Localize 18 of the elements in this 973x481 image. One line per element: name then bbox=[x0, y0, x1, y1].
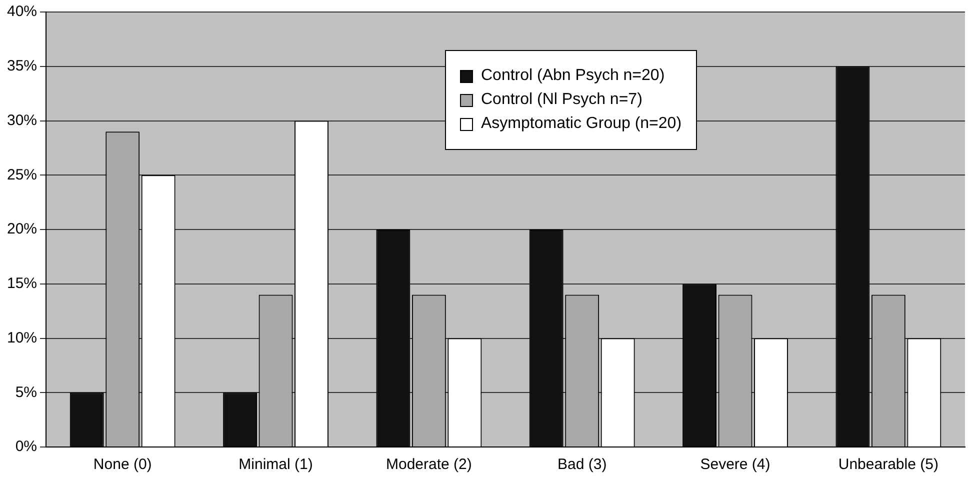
legend-label: Asymptomatic Group (n=20) bbox=[481, 115, 682, 133]
x-tick-label: Unbearable (5) bbox=[838, 456, 938, 474]
y-tick-label: 20% bbox=[6, 220, 38, 238]
x-tick-label: Bad (3) bbox=[557, 456, 607, 474]
x-tick-label: Minimal (1) bbox=[238, 456, 313, 474]
y-tick-label: 40% bbox=[6, 3, 38, 20]
y-tick-label: 35% bbox=[6, 58, 38, 75]
legend-label: Control (Nl Psych n=7) bbox=[481, 91, 642, 109]
y-tick-label: 30% bbox=[6, 112, 38, 129]
y-tick-label: 25% bbox=[6, 166, 38, 184]
x-tick-label: Moderate (2) bbox=[386, 456, 472, 474]
y-tick-label: 10% bbox=[6, 329, 38, 346]
legend-label: Control (Abn Psych n=20) bbox=[481, 67, 665, 85]
y-tick-label: 15% bbox=[6, 275, 38, 292]
x-tick-label: Severe (4) bbox=[700, 456, 770, 474]
x-tick-label: None (0) bbox=[93, 456, 152, 474]
y-tick-label: 0% bbox=[15, 438, 38, 456]
y-tick-label: 5% bbox=[15, 384, 38, 401]
